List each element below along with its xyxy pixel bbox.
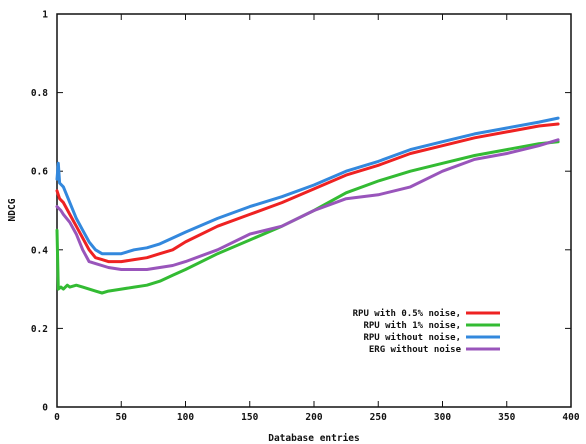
legend-label: ERG without noise — [369, 344, 462, 355]
x-tick-label: 200 — [305, 412, 322, 423]
x-axis: 0 50 100 150 200 250 300 350 400 — [54, 14, 580, 423]
x-tick-label: 150 — [241, 412, 258, 423]
legend-label: RPU without noise, — [363, 332, 461, 343]
y-axis-label: NDCG — [7, 198, 18, 221]
series-line — [55, 140, 560, 295]
legend-label: RPU with 1% noise, — [363, 320, 461, 331]
x-tick-label: 250 — [370, 412, 387, 423]
x-tick-label: 100 — [177, 412, 194, 423]
legend: RPU with 0.5% noise,RPU with 1% noise,RP… — [353, 308, 500, 355]
series-line — [55, 116, 560, 256]
series-line — [55, 122, 560, 264]
y-tick-label: 0.8 — [31, 88, 48, 99]
x-tick-label: 350 — [498, 412, 515, 423]
x-axis-label: Database entries — [268, 433, 360, 444]
y-tick-label: 0.6 — [31, 167, 48, 178]
series-line — [55, 138, 560, 271]
y-tick-label: 0.4 — [31, 245, 48, 256]
legend-label: RPU with 0.5% noise, — [353, 308, 461, 319]
y-tick-label: 0 — [42, 403, 48, 414]
x-tick-label: 300 — [434, 412, 451, 423]
y-tick-label: 1 — [42, 10, 48, 21]
y-tick-label: 0.2 — [31, 324, 48, 335]
series-lines — [55, 116, 560, 295]
x-tick-label: 400 — [562, 412, 579, 423]
y-axis: 0 0.2 0.4 0.6 0.8 1 — [31, 10, 571, 414]
x-tick-label: 50 — [116, 412, 128, 423]
x-tick-label: 0 — [54, 412, 60, 423]
